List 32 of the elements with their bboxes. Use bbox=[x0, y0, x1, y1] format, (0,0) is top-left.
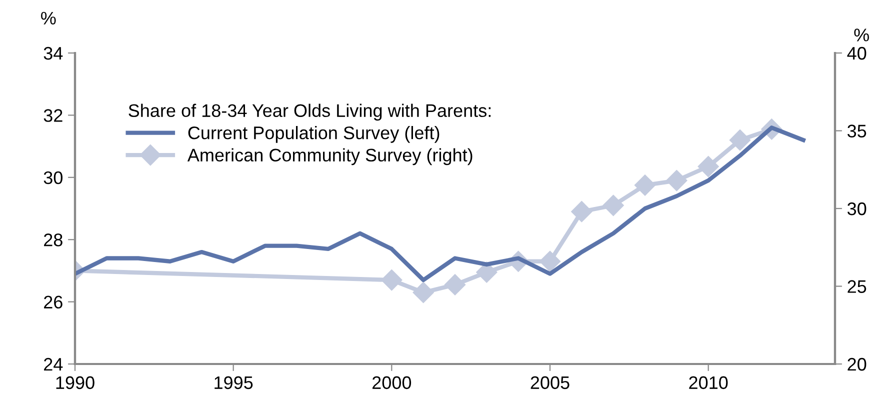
point bbox=[570, 200, 592, 222]
y2-axis-title: % bbox=[854, 28, 869, 42]
point bbox=[412, 282, 434, 304]
y2-tick-label: 25 bbox=[848, 280, 866, 293]
y-tick-label: 34 bbox=[44, 46, 63, 60]
point bbox=[729, 129, 751, 151]
legend-label: American Community Survey (right) bbox=[187, 148, 472, 166]
point bbox=[602, 194, 624, 216]
point bbox=[698, 156, 720, 178]
y-tick-label: 24 bbox=[44, 358, 63, 371]
x-tick-label: 2000 bbox=[372, 376, 412, 390]
x-tick-label: 1990 bbox=[56, 376, 94, 390]
y2-tick-label: 35 bbox=[847, 124, 866, 138]
point bbox=[380, 269, 402, 291]
point bbox=[476, 261, 498, 284]
point bbox=[634, 174, 656, 196]
legend-title: Share of 18-34 Year Olds Living with Parents: bbox=[128, 104, 491, 121]
point bbox=[666, 170, 688, 192]
y-axis-title: % bbox=[41, 12, 56, 24]
y2-tick-label: 40 bbox=[847, 46, 866, 60]
point bbox=[539, 250, 561, 272]
y2-tick-label: 20 bbox=[848, 358, 866, 371]
x-tick-label: 2010 bbox=[689, 376, 728, 390]
x-tick-label: 1995 bbox=[214, 376, 253, 390]
y-tick-label: 30 bbox=[44, 171, 62, 184]
point bbox=[444, 274, 466, 296]
legend-label: Current Population Survey (left) bbox=[188, 126, 440, 143]
y2-tick-label: 30 bbox=[847, 202, 866, 216]
y-tick-label: 32 bbox=[44, 109, 62, 122]
y-tick-label: 28 bbox=[44, 234, 62, 246]
y-tick-label: 26 bbox=[44, 296, 62, 309]
x-tick-label: 2005 bbox=[530, 376, 570, 390]
